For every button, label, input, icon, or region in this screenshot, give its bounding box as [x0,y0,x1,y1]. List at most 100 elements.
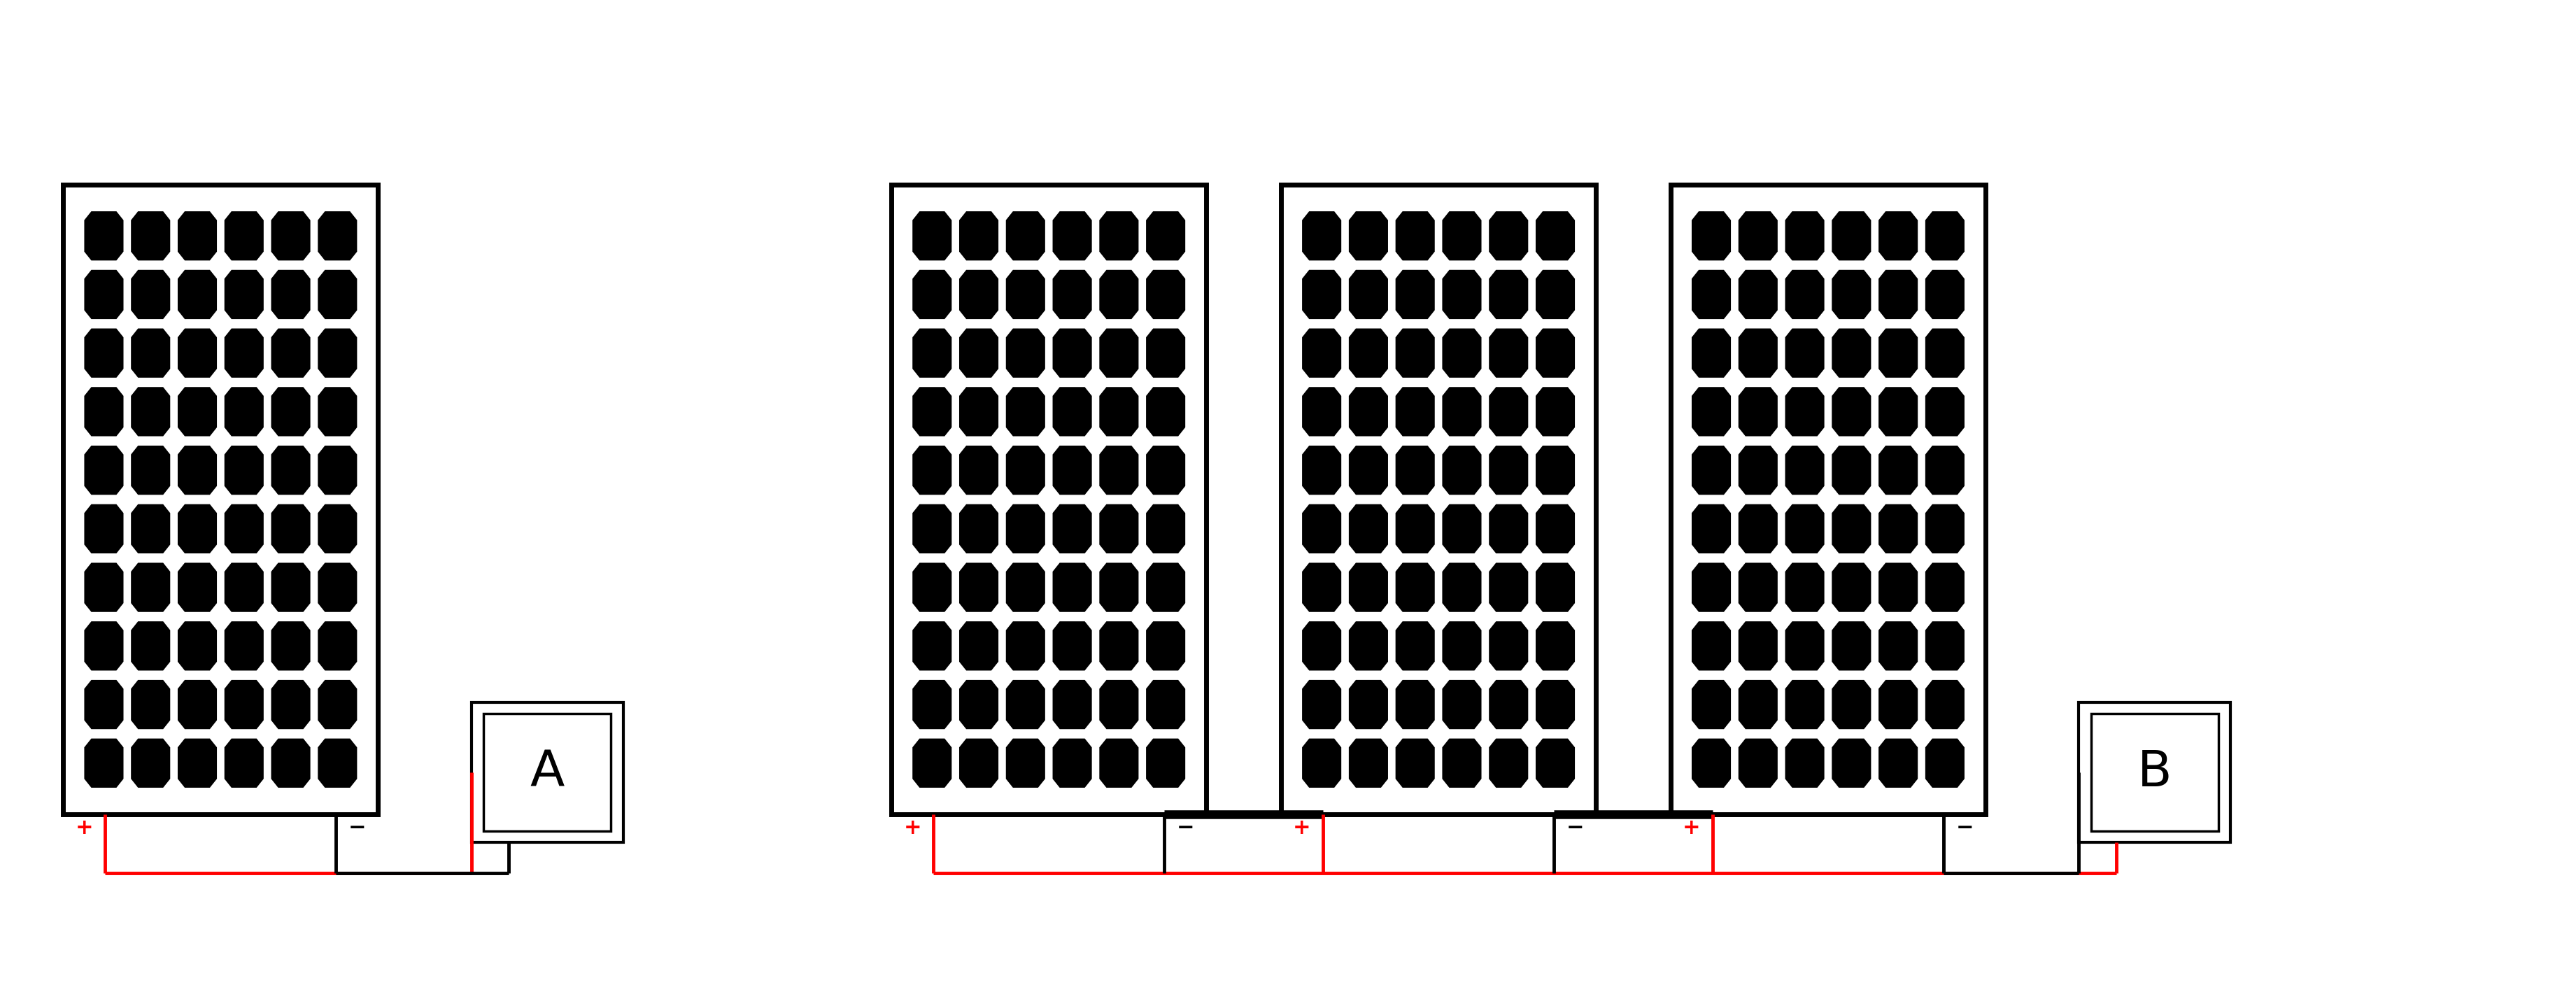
Polygon shape [317,212,358,261]
Polygon shape [912,329,951,378]
Polygon shape [1301,270,1342,319]
Bar [471,702,623,842]
Polygon shape [178,504,216,553]
Polygon shape [1443,387,1481,437]
Bar [64,185,379,814]
Polygon shape [958,329,999,378]
Polygon shape [1785,562,1824,612]
Polygon shape [1396,738,1435,787]
Polygon shape [1100,621,1139,670]
Polygon shape [958,738,999,787]
Polygon shape [1100,387,1139,437]
Polygon shape [1489,387,1528,437]
Polygon shape [1301,446,1342,495]
Polygon shape [1535,504,1574,553]
Polygon shape [1924,562,1965,612]
Polygon shape [1350,738,1388,787]
Polygon shape [1443,680,1481,729]
Polygon shape [1832,621,1870,670]
Polygon shape [1924,680,1965,729]
Bar [2092,713,2218,831]
Polygon shape [317,504,358,553]
Polygon shape [1350,270,1388,319]
Text: +: + [904,818,922,838]
Polygon shape [131,738,170,787]
Polygon shape [1350,621,1388,670]
Polygon shape [1054,270,1092,319]
Polygon shape [958,270,999,319]
Polygon shape [912,621,951,670]
Text: −: − [348,818,366,838]
Polygon shape [1878,446,1917,495]
Polygon shape [85,329,124,378]
Polygon shape [224,387,263,437]
Polygon shape [1489,621,1528,670]
Polygon shape [1396,504,1435,553]
Polygon shape [270,562,309,612]
Polygon shape [1739,504,1777,553]
Polygon shape [1396,270,1435,319]
Polygon shape [85,562,124,612]
Polygon shape [1832,504,1870,553]
Polygon shape [270,738,309,787]
Polygon shape [224,504,263,553]
Polygon shape [1054,446,1092,495]
Polygon shape [1301,504,1342,553]
Polygon shape [270,621,309,670]
Polygon shape [85,270,124,319]
Polygon shape [1100,329,1139,378]
Polygon shape [1443,738,1481,787]
Polygon shape [1878,504,1917,553]
Polygon shape [85,387,124,437]
Polygon shape [1396,329,1435,378]
Polygon shape [85,446,124,495]
Polygon shape [178,738,216,787]
Polygon shape [1692,446,1731,495]
Polygon shape [1878,562,1917,612]
Text: +: + [1293,818,1311,838]
Polygon shape [958,446,999,495]
Polygon shape [1535,212,1574,261]
Polygon shape [1396,621,1435,670]
Polygon shape [1005,738,1046,787]
Polygon shape [1489,329,1528,378]
Polygon shape [1878,387,1917,437]
Polygon shape [1100,270,1139,319]
Polygon shape [1785,387,1824,437]
Polygon shape [178,446,216,495]
Polygon shape [1535,270,1574,319]
Polygon shape [1350,329,1388,378]
Polygon shape [317,270,358,319]
Polygon shape [1832,270,1870,319]
Polygon shape [1739,387,1777,437]
Text: −: − [1955,818,1973,838]
Bar [1280,185,1597,814]
Polygon shape [1146,621,1185,670]
Polygon shape [131,329,170,378]
Polygon shape [224,738,263,787]
Polygon shape [1832,738,1870,787]
Polygon shape [85,738,124,787]
Polygon shape [85,621,124,670]
Polygon shape [224,621,263,670]
Polygon shape [317,738,358,787]
Text: +: + [75,818,93,838]
Polygon shape [131,387,170,437]
Polygon shape [270,212,309,261]
Polygon shape [1878,270,1917,319]
Polygon shape [317,329,358,378]
Polygon shape [1832,680,1870,729]
Polygon shape [1489,504,1528,553]
Polygon shape [1832,329,1870,378]
Text: +: + [1682,818,1700,838]
Polygon shape [317,562,358,612]
Polygon shape [958,504,999,553]
Polygon shape [958,212,999,261]
Polygon shape [1489,680,1528,729]
Polygon shape [1489,446,1528,495]
Polygon shape [1396,562,1435,612]
Polygon shape [912,446,951,495]
Polygon shape [1832,562,1870,612]
Polygon shape [1692,680,1731,729]
Polygon shape [1739,446,1777,495]
